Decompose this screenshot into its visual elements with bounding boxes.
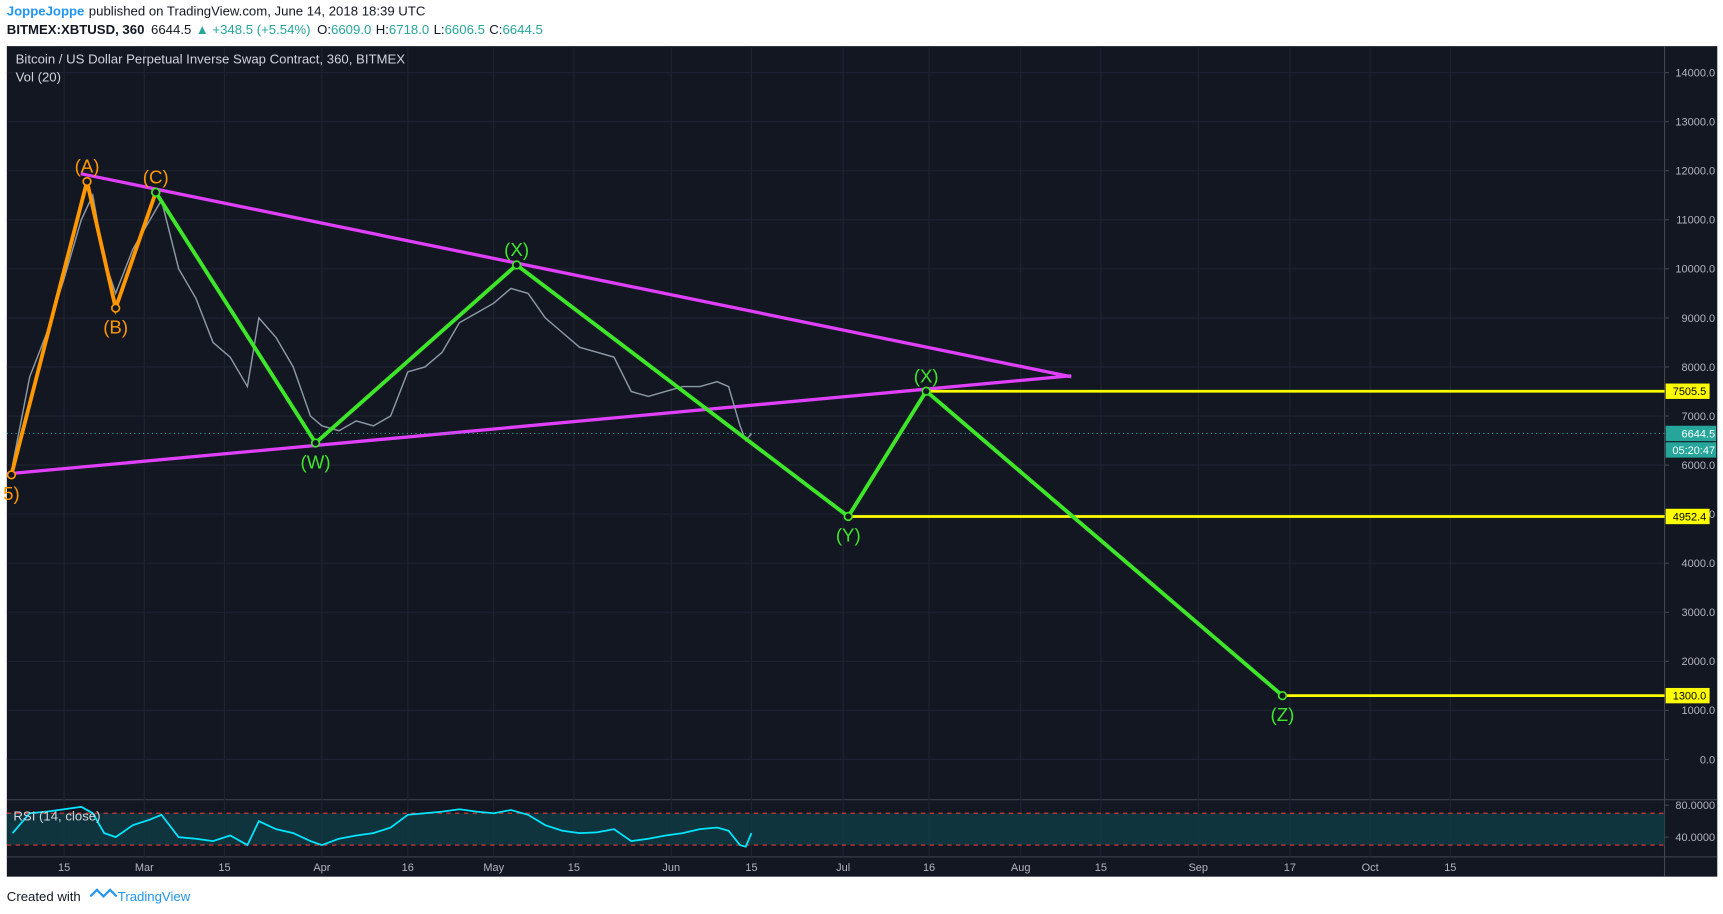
ohlc-value: 6718.0 [389,22,429,37]
x-tick-label: Mar [135,862,154,874]
y-tick-label: 9000.0 [1682,313,1716,325]
x-tick-label: Sep [1189,862,1209,874]
countdown-label: 05:20:47 [1672,445,1715,457]
wave-label: (X) [914,365,939,386]
wave-label: (Z) [1271,704,1295,725]
wave-point [1277,690,1288,701]
last: 6644.5 [151,22,191,37]
x-tick-label: 16 [402,862,414,874]
chart-background [6,46,1718,877]
wave-point [82,176,92,187]
y-tick-label: 40.0000 [1675,832,1715,844]
chart-title: Bitcoin / US Dollar Perpetual Inverse Sw… [16,52,406,67]
ohlc-label: C: [489,22,502,37]
level-label: 1300.0 [1673,690,1707,702]
price-line [11,192,753,466]
change: ▲ +348.5 (+5.54%) [196,22,311,37]
wave-label: 5) [3,483,20,504]
y-tick-label: 14000.0 [1675,67,1715,79]
x-tick-label: Jul [836,862,850,874]
ohlc-value: 6606.5 [445,22,485,37]
footer-created: Created with [7,889,81,904]
wave-label: (Y) [836,525,861,546]
header-line-1: JoppeJoppe published on TradingView.com, … [7,3,426,18]
wave-label: (W) [301,451,331,472]
ohlc-label: H: [376,22,389,37]
level-tag [1665,383,1710,399]
footer-brand[interactable]: TradingView [118,889,191,904]
ohlc-label: O: [317,22,331,37]
symbol: BITMEX:XBTUSD, 360 [7,22,145,37]
x-tick-label: 15 [58,862,70,874]
wave-label: (B) [103,316,128,337]
y-tick-label: 1000.0 [1682,705,1716,717]
brand-logo [89,888,118,898]
header-line-2: BITMEX:XBTUSD, 360 6644.5 ▲ +348.5 (+5.54%… [7,22,543,37]
x-tick-label: Aug [1011,862,1031,874]
x-tick-label: Apr [313,862,330,874]
volume-title: Vol (20) [16,69,61,84]
level-tag [1665,687,1710,704]
level-label: 7505.5 [1673,386,1707,398]
x-tick-label: Oct [1362,862,1379,874]
wave-point [511,260,522,270]
wave-label: (C) [143,167,169,188]
trendline [6,374,1072,476]
x-tick-label: 15 [1095,862,1107,874]
x-tick-label: 15 [218,862,230,874]
x-tick-label: May [483,862,504,874]
price-line [11,805,753,848]
wave-point [310,438,321,448]
level-label: 4952.4 [1673,511,1707,523]
y-tick-label: 3000.0 [1682,607,1716,619]
y-tick-label: 6000.0 [1682,460,1716,472]
author[interactable]: JoppeJoppe [7,3,85,18]
y-tick-label: 2000.0 [1682,656,1716,668]
y-tick-label: 4000.0 [1682,558,1716,570]
published: published on TradingView.com, June 14, 2… [89,3,426,18]
y-tick-label: 7000.0 [1682,411,1716,423]
wave-label: (X) [504,239,529,260]
wave-point [843,511,853,522]
wave-point [921,386,931,396]
y-tick-label: 13000.0 [1675,117,1715,129]
ohlc-value: 6644.5 [502,22,542,37]
ohlc-value: 6609.0 [331,22,371,37]
last-price-tag [1665,425,1717,442]
x-tick-label: 15 [745,862,757,874]
y-tick-label: 10000.0 [1675,264,1715,276]
y-tick-label: 12000.0 [1675,166,1715,178]
y-tick-label: 0.0 [1700,754,1715,766]
rsi-band [6,813,1665,846]
y-tick-label: 8000.0 [1682,362,1716,374]
x-tick-label: 17 [1284,862,1296,874]
countdown-tag [1665,442,1717,458]
x-tick-label: 16 [923,862,935,874]
ohlc-label: L: [434,22,445,37]
wave-label: (A) [75,156,100,177]
wave-point [151,187,161,197]
trendline [80,172,1072,379]
wave-point [110,303,121,313]
rsi-title: RSI (14, close) [13,809,100,824]
x-tick-label: 15 [568,862,580,874]
y-tick-label: 11000.0 [1676,215,1715,227]
x-tick-label: Jun [662,862,680,874]
last-price-label: 6644.5 [1682,428,1716,440]
x-tick-label: 15 [1444,862,1456,874]
wave-path [154,191,1284,698]
y-tick-label: 80.0000 [1675,800,1715,812]
plot: 15 Mar 15 Apr 16 May 15 Jun 15 Jul 16 Aug 15 Sep 17 Oct… [3,46,1717,874]
wave-path [9,181,158,476]
wave-point [6,470,17,480]
level-tag [1665,508,1710,525]
